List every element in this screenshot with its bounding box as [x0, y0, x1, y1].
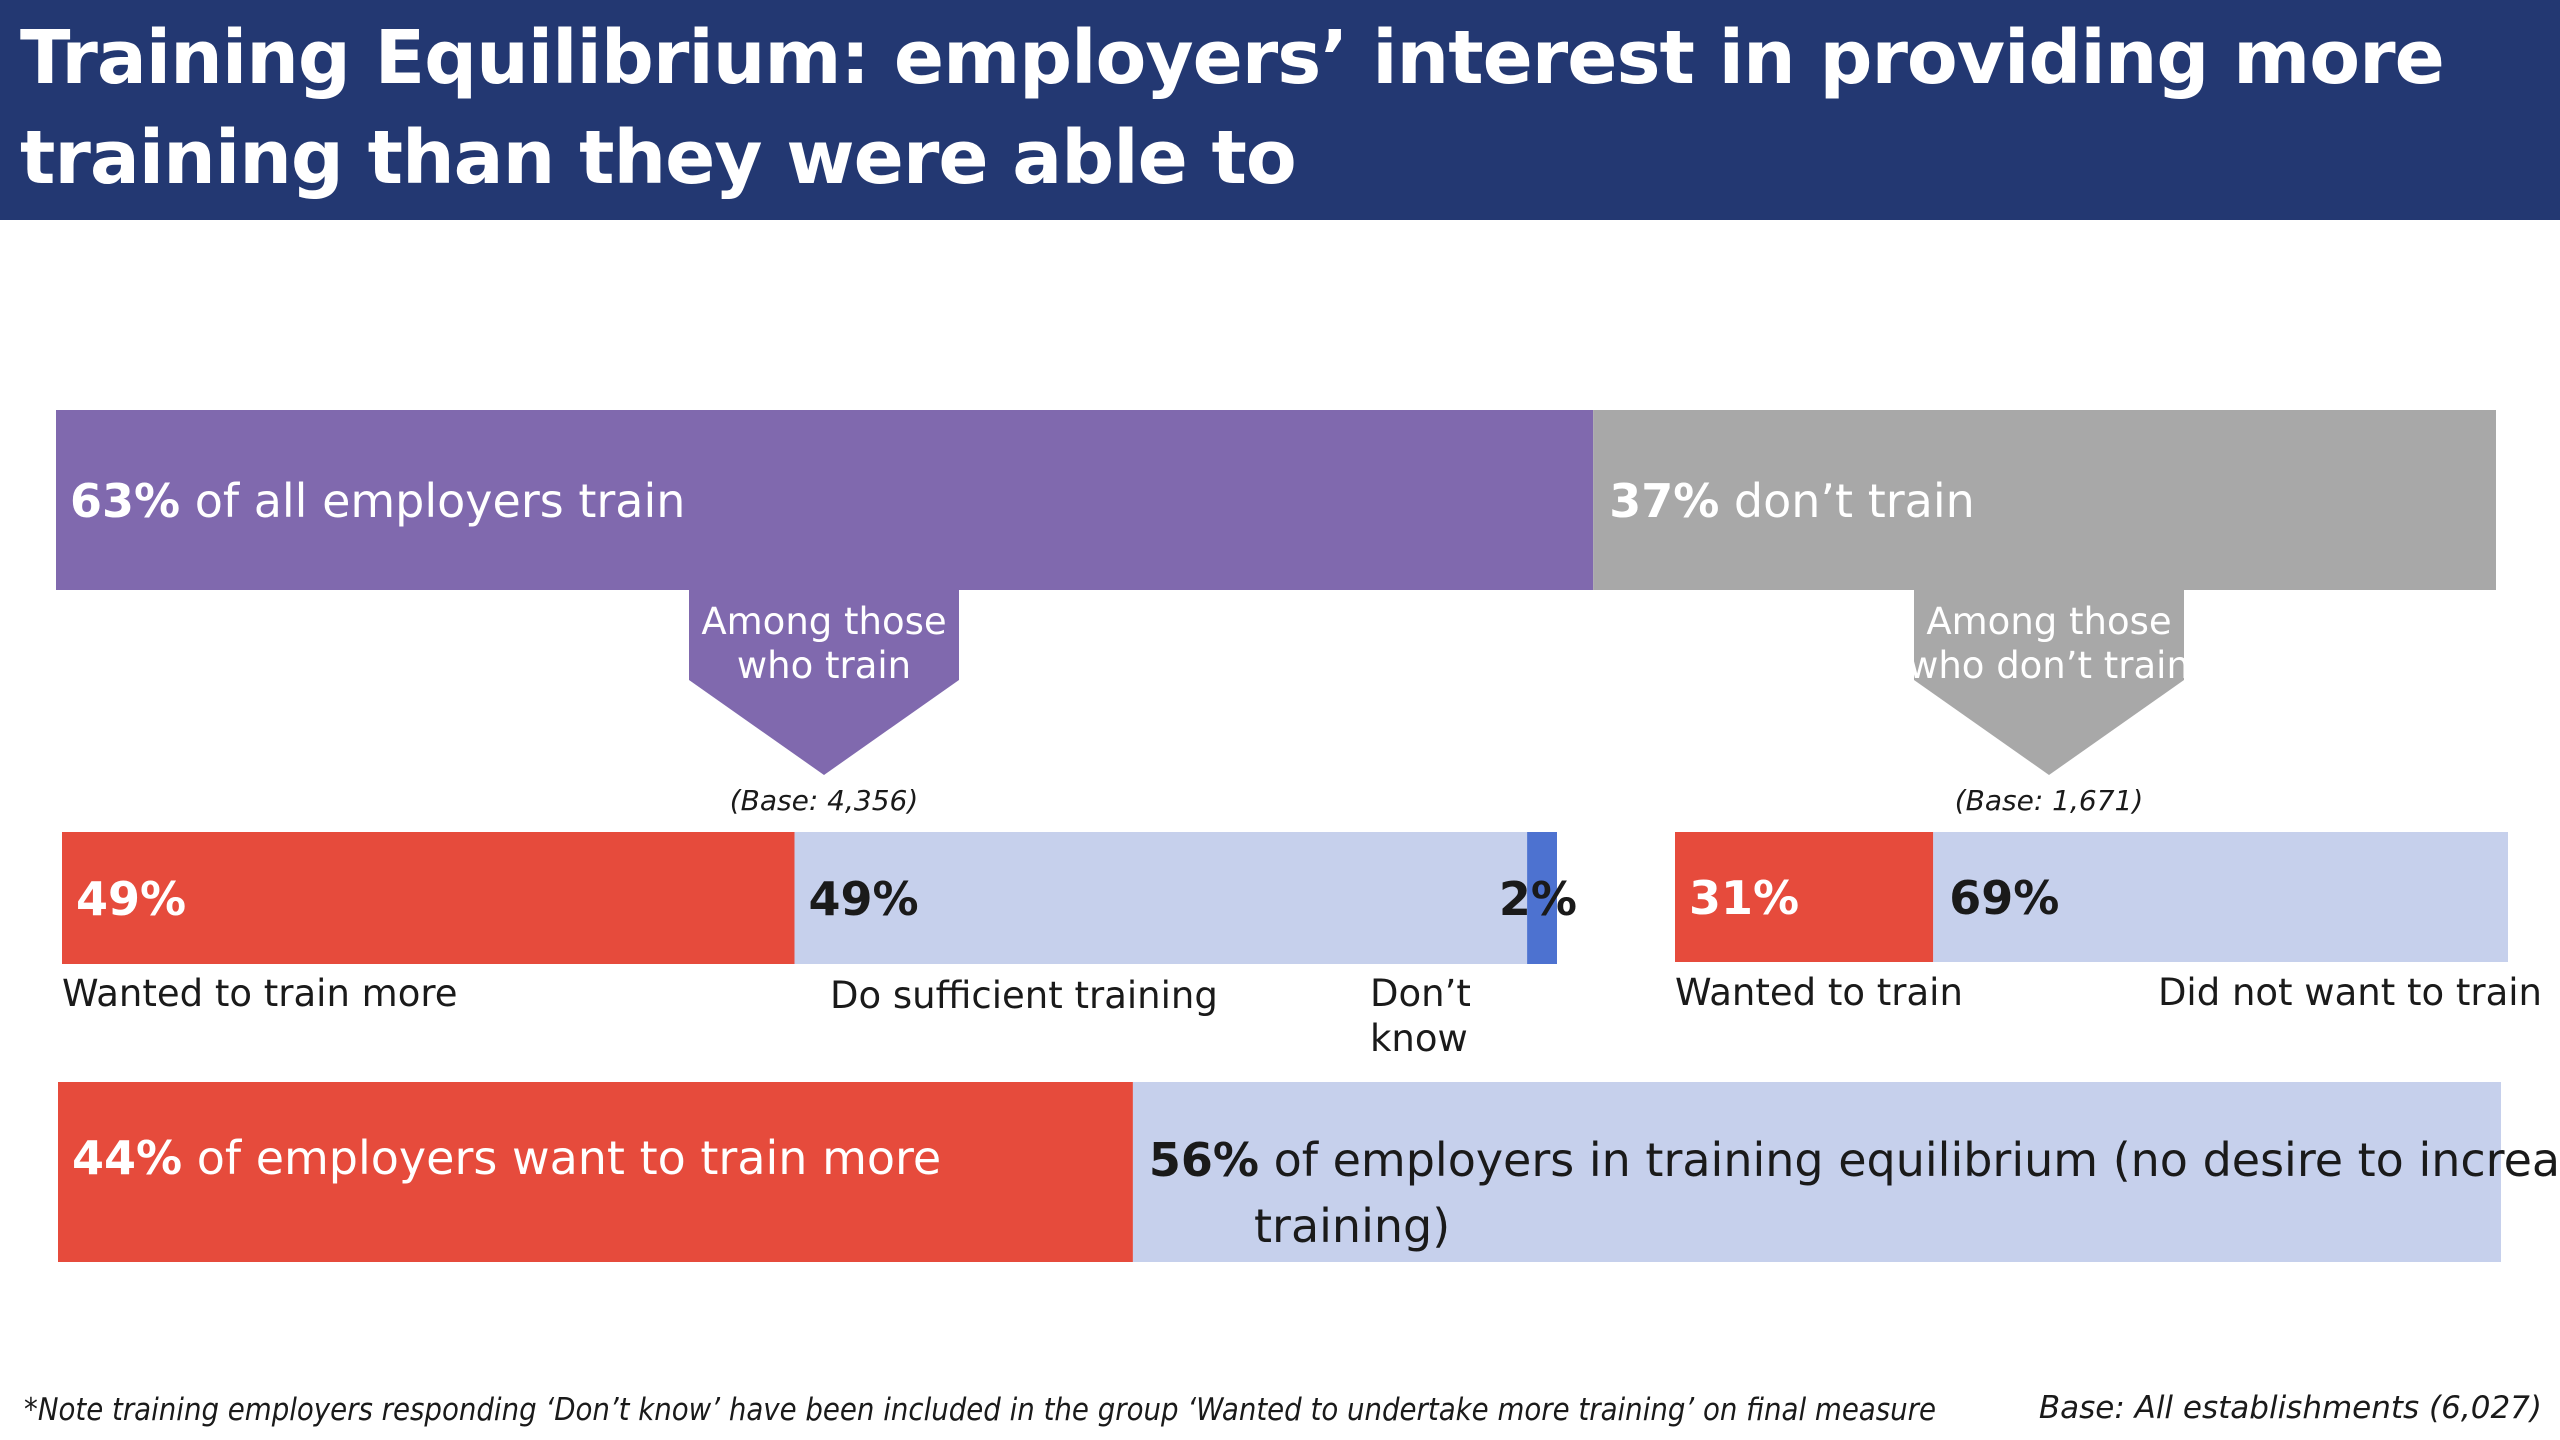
- label-employers-train: 63% of all employers train: [70, 474, 685, 528]
- pointer-train-arrow: [689, 590, 959, 775]
- pointer-dont-train-base: (Base: 1,671): [1955, 784, 2144, 817]
- page-title: Training Equilibrium: employers’ interes…: [20, 15, 2445, 201]
- label-do-sufficient-training: Do sufficient training: [830, 974, 1218, 1017]
- label-did-not-want-to-train: Did not want to train: [2158, 971, 2542, 1014]
- pointer-dont-train-label: Among those: [1926, 600, 2171, 643]
- value-train-wanted-more: 49%: [76, 872, 186, 926]
- label-wanted-to-train: Wanted to train: [1675, 971, 1963, 1014]
- footnote: *Note training employers responding ‘Don…: [24, 1392, 1936, 1428]
- label-employers-dont-train: 37% don’t train: [1609, 474, 1975, 528]
- pointer-dont-train-arrow: [1914, 590, 2184, 775]
- pointer-train-base: (Base: 4,356): [730, 784, 919, 817]
- label-dont-know: know: [1370, 1017, 1468, 1060]
- base-all-establishments: Base: All establishments (6,027): [2039, 1390, 2542, 1426]
- bar-training-equilibrium: [1132, 1082, 2501, 1262]
- bar-want-to-train-more: [58, 1082, 1133, 1262]
- bar-dont-train-wanted: [1675, 832, 1934, 962]
- pointer-train-label: Among those: [701, 600, 946, 643]
- label-training-equilibrium: 56% of employers in training equilibrium…: [1149, 1133, 2560, 1187]
- pointer-dont-train-label: who don’t train: [1908, 644, 2190, 687]
- bar-employers-dont-train: [1593, 410, 2496, 590]
- label-wanted-to-train-more: Wanted to train more: [62, 972, 458, 1015]
- bar-train-sufficient: [794, 832, 1528, 964]
- value-train-dont-know: 2%: [1499, 872, 1577, 926]
- pointer-train-label: who train: [737, 644, 911, 687]
- label-dont-know: Don’t: [1370, 972, 1471, 1015]
- value-dont-train-not-wanted: 69%: [1949, 871, 2059, 925]
- bar-train-dont-know: [1527, 832, 1557, 964]
- value-train-sufficient: 49%: [809, 872, 919, 926]
- label-want-to-train-more: 44% of employers want to train more: [72, 1131, 941, 1185]
- bar-dont-train-not-wanted: [1933, 832, 2508, 962]
- bar-employers-train: [56, 410, 1594, 590]
- title-banner: Training Equilibrium: employers’ interes…: [0, 0, 2560, 220]
- bar-train-wanted-more: [62, 832, 795, 964]
- value-dont-train-wanted: 31%: [1689, 871, 1799, 925]
- label-training-equilibrium-cont: training): [1254, 1199, 1450, 1253]
